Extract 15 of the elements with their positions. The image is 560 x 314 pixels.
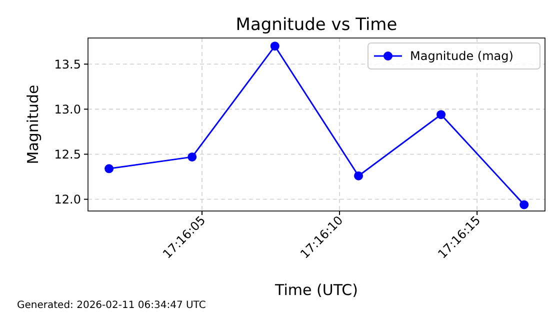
- y-tick-label: 13.0: [54, 102, 81, 116]
- point: [354, 171, 364, 180]
- y-tick-label: 13.5: [54, 57, 81, 72]
- chart-title: Magnitude vs Time: [236, 15, 398, 35]
- legend-label: Magnitude (mag): [410, 49, 514, 64]
- y-axis-title: Magnitude: [24, 84, 42, 164]
- point: [436, 110, 446, 120]
- y-tick-label: 12.0: [54, 192, 81, 206]
- text: Generated: 2026-02-11 06:34:47 UTC: [17, 300, 206, 311]
- point: [270, 42, 280, 51]
- y-tick-label: 12.5: [54, 147, 81, 162]
- point: [520, 200, 529, 210]
- x-axis-title: Time (UTC): [274, 281, 358, 299]
- point: [188, 152, 197, 162]
- point: [104, 164, 114, 174]
